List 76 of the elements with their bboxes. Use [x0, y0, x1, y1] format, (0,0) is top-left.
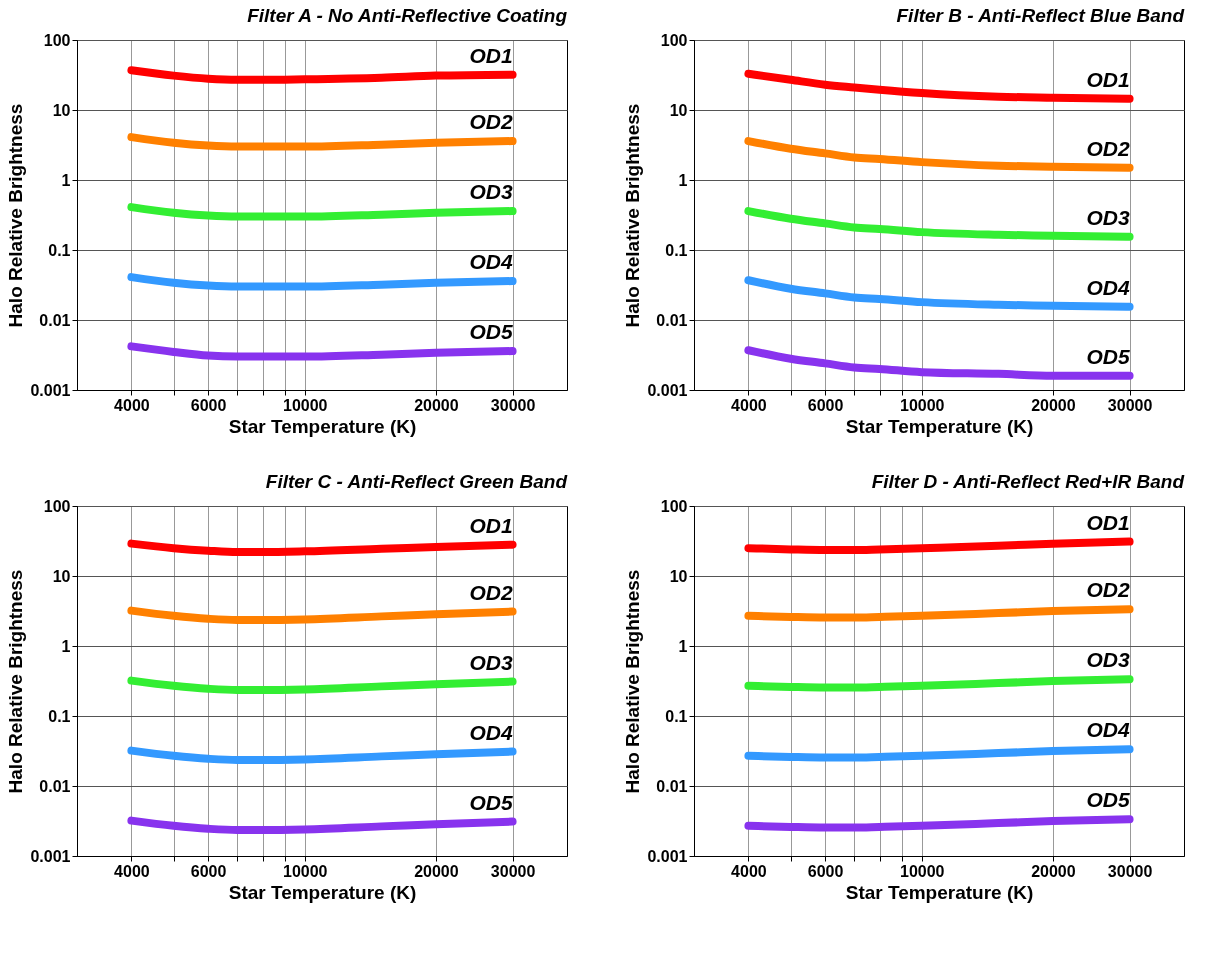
series-label: OD1 [469, 513, 513, 537]
y-tick-label: 1 [678, 171, 688, 189]
series-label: OD1 [469, 43, 513, 67]
series-label: OD5 [1086, 344, 1130, 368]
y-tick-label: 0.001 [30, 847, 71, 865]
y-tick-label: 0.01 [39, 777, 71, 795]
x-tick-label: 4000 [114, 862, 150, 880]
y-axis-title: Halo Relative Brightness [5, 103, 27, 328]
x-axis-title: Star Temperature (K) [845, 415, 1034, 437]
series-label: OD4 [469, 720, 513, 744]
series-label: OD5 [469, 790, 513, 814]
chart-title: Filter A - No Anti-Reflective Coating [247, 5, 568, 26]
x-tick-label: 10000 [900, 862, 945, 880]
y-tick-label: 0.001 [647, 381, 688, 399]
x-tick-label: 6000 [807, 396, 844, 414]
series-label: OD3 [1086, 648, 1130, 672]
x-tick-label: 4000 [731, 862, 767, 880]
x-tick-label: 30000 [490, 862, 536, 880]
y-tick-label: 100 [43, 497, 71, 515]
x-axis-title: Star Temperature (K) [228, 881, 417, 903]
series-label: OD4 [1086, 718, 1130, 742]
series-label: OD1 [1086, 510, 1130, 534]
x-tick-label: 4000 [114, 396, 150, 414]
x-tick-label: 10000 [283, 862, 328, 880]
series-label: OD1 [1086, 67, 1130, 91]
y-axis-title: Halo Relative Brightness [622, 569, 644, 794]
y-tick-label: 0.1 [48, 707, 71, 725]
x-tick-label: 30000 [1107, 396, 1153, 414]
x-tick-label: 4000 [731, 396, 767, 414]
y-tick-label: 100 [43, 31, 71, 49]
x-axis-title: Star Temperature (K) [845, 881, 1034, 903]
series-label: OD3 [1086, 205, 1130, 229]
y-tick-label: 0.01 [39, 311, 71, 329]
series-label: OD5 [469, 320, 513, 344]
series-label: OD4 [1086, 275, 1130, 299]
x-tick-label: 6000 [190, 396, 227, 414]
y-axis-title: Halo Relative Brightness [622, 103, 644, 328]
y-tick-label: 10 [52, 567, 71, 585]
y-tick-label: 0.1 [665, 707, 688, 725]
x-tick-label: 20000 [414, 396, 459, 414]
y-tick-label: 1 [678, 637, 688, 655]
y-tick-label: 0.1 [665, 241, 688, 259]
x-tick-label: 30000 [490, 396, 536, 414]
series-label: OD5 [1086, 788, 1130, 812]
y-tick-label: 100 [660, 31, 688, 49]
y-tick-label: 10 [669, 567, 688, 585]
series-label: OD3 [469, 650, 513, 674]
series-label: OD4 [469, 250, 513, 274]
x-tick-label: 10000 [900, 396, 945, 414]
series-label: OD2 [1086, 136, 1130, 160]
y-tick-label: 100 [660, 497, 688, 515]
x-axis-title: Star Temperature (K) [228, 415, 417, 437]
x-tick-label: 20000 [1031, 396, 1076, 414]
y-tick-label: 0.1 [48, 241, 71, 259]
x-tick-label: 20000 [414, 862, 459, 880]
y-tick-label: 0.01 [656, 311, 688, 329]
y-tick-label: 0.01 [656, 777, 688, 795]
chart-title: Filter B - Anti-Reflect Blue Band [896, 5, 1185, 26]
y-axis-title: Halo Relative Brightness [5, 569, 27, 794]
y-tick-label: 1 [61, 171, 71, 189]
series-label: OD2 [469, 580, 513, 604]
y-tick-label: 0.001 [30, 381, 71, 399]
y-tick-label: 10 [52, 101, 71, 119]
y-tick-label: 0.001 [647, 847, 688, 865]
series-label: OD3 [469, 180, 513, 204]
x-tick-label: 6000 [807, 862, 844, 880]
series-label: OD2 [469, 110, 513, 134]
x-tick-label: 6000 [190, 862, 227, 880]
x-tick-label: 10000 [283, 396, 328, 414]
x-tick-label: 20000 [1031, 862, 1076, 880]
y-tick-label: 10 [669, 101, 688, 119]
chart-title: Filter C - Anti-Reflect Green Band [265, 471, 568, 492]
y-tick-label: 1 [61, 637, 71, 655]
chart-title: Filter D - Anti-Reflect Red+IR Band [871, 471, 1185, 492]
series-label: OD2 [1086, 578, 1130, 602]
x-tick-label: 30000 [1107, 862, 1153, 880]
